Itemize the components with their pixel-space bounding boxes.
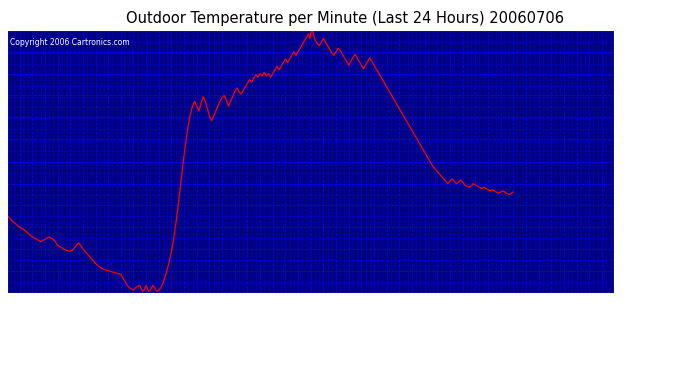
Text: Copyright 2006 Cartronics.com: Copyright 2006 Cartronics.com (10, 38, 130, 47)
Text: Outdoor Temperature per Minute (Last 24 Hours) 20060706: Outdoor Temperature per Minute (Last 24 … (126, 11, 564, 26)
